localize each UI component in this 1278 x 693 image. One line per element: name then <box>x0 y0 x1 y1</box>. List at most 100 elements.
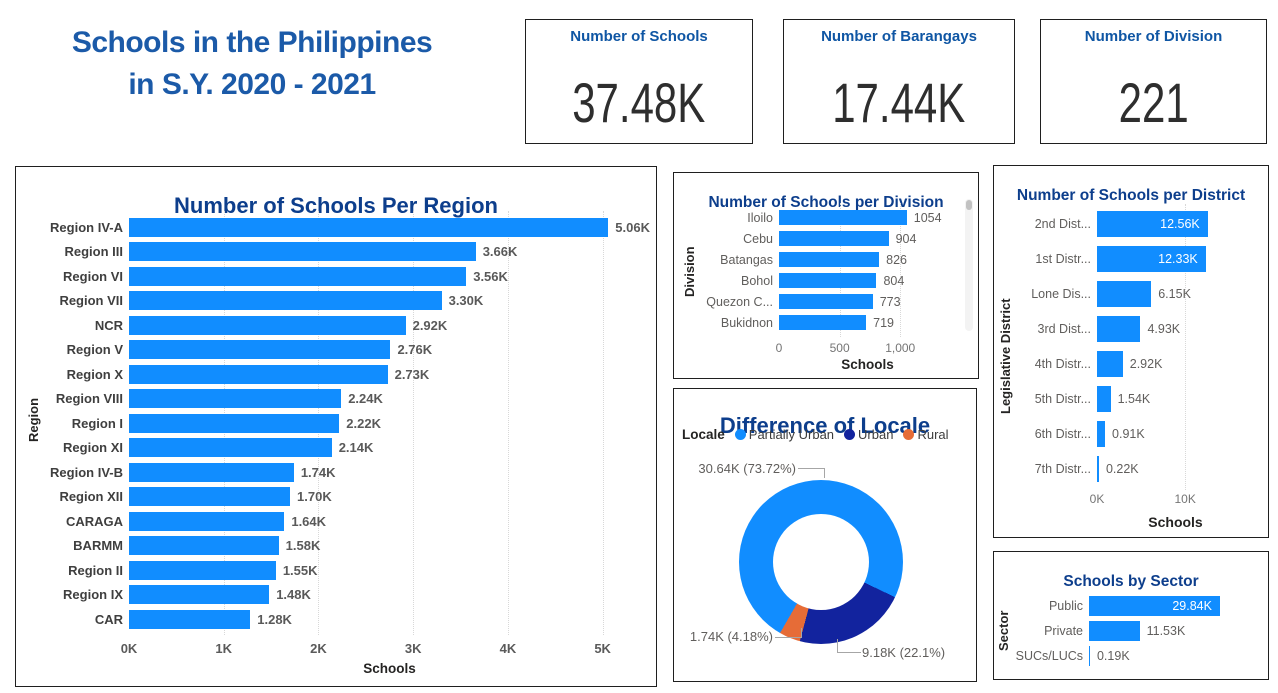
bar[interactable] <box>1097 280 1152 307</box>
bar[interactable] <box>129 266 467 286</box>
value-label: 3.66K <box>482 244 518 260</box>
x-axis-tick: 0K <box>120 641 138 656</box>
bar-track: 2.76K <box>129 340 650 360</box>
bar[interactable] <box>1089 645 1090 666</box>
bar[interactable] <box>129 438 332 458</box>
kpi-card-barangays: Number of Barangays 17.44K <box>783 19 1015 144</box>
bar[interactable] <box>129 315 406 335</box>
bar[interactable] <box>779 273 877 288</box>
bar-track: 2.14K <box>129 438 650 458</box>
bar[interactable] <box>129 389 342 409</box>
bar[interactable] <box>129 609 251 629</box>
kpi-label: Number of Barangays <box>821 28 977 45</box>
bar[interactable] <box>1097 315 1141 342</box>
bar-track: 12.56K <box>1097 210 1254 237</box>
legend-label: Rural <box>917 427 949 442</box>
bar[interactable] <box>779 294 873 309</box>
value-label: 6.15K <box>1158 286 1191 301</box>
bar[interactable] <box>129 536 279 556</box>
kpi-label: Number of Division <box>1084 28 1223 45</box>
bar[interactable] <box>129 487 291 507</box>
bar[interactable] <box>779 315 867 330</box>
x-axis-label: Schools <box>841 357 894 372</box>
bar[interactable] <box>129 560 276 580</box>
category-label: Region XI <box>63 440 123 456</box>
value-label: 0.19K <box>1096 648 1130 663</box>
legend-item-partially-urban[interactable]: Partially Urban <box>734 427 834 442</box>
bar-row: Region X 2.73K <box>22 362 650 387</box>
bar-row: Region V 2.76K <box>22 338 650 363</box>
bar[interactable] <box>129 242 476 262</box>
bar[interactable] <box>1097 385 1111 412</box>
bar[interactable] <box>129 462 294 482</box>
bar[interactable] <box>129 413 340 433</box>
value-label: 1.54K <box>1117 391 1151 406</box>
scrollbar-thumb[interactable] <box>966 200 972 210</box>
bar-track: 1.55K <box>129 560 650 580</box>
legend-item-rural[interactable]: Rural <box>903 427 949 442</box>
chart-schools-by-sector: Schools by Sector Sector Public 29.84K Pri… <box>993 551 1269 680</box>
bar-row: Cebu 904 <box>680 228 956 249</box>
category-label: Region IX <box>63 587 123 603</box>
dashboard-title-line1: Schools in the Philippines <box>71 26 433 59</box>
value-label: 2.92K <box>412 317 448 333</box>
bar[interactable] <box>129 511 285 531</box>
bar-row: Bohol 804 <box>680 270 956 291</box>
scrollbar-track[interactable] <box>965 199 973 331</box>
gridline <box>602 211 604 635</box>
bar[interactable] <box>129 340 391 360</box>
category-label: 1st Distr... <box>1035 251 1091 266</box>
value-label: 3.30K <box>448 293 484 309</box>
bar[interactable] <box>779 210 907 225</box>
bar[interactable]: 12.33K <box>1097 245 1206 272</box>
bar[interactable] <box>129 291 442 311</box>
category-label: Region X <box>66 366 123 382</box>
bar-row: Region XII 1.70K <box>22 485 650 510</box>
bar-rows: Public 29.84K Private 11.53K SUCs/LUCs 0.19K <box>1000 593 1254 668</box>
value-label: 2.73K <box>394 366 430 382</box>
bar[interactable] <box>779 231 889 246</box>
kpi-value-text: 221 <box>1118 71 1189 134</box>
value-label: 3.56K <box>473 268 508 284</box>
bar-row: CARAGA 1.64K <box>22 509 650 534</box>
x-axis-tick: 500 <box>829 341 850 355</box>
bar-track: 3.66K <box>129 242 650 262</box>
gridlines <box>779 203 956 337</box>
bar[interactable]: 12.56K <box>1097 210 1208 237</box>
gridlines <box>1097 204 1254 490</box>
legend: Locale Partially Urban Urban Rural <box>682 427 972 442</box>
locale-donut[interactable] <box>739 480 903 644</box>
bar-track: 1.74K <box>129 462 650 482</box>
bar[interactable]: 29.84K <box>1089 595 1220 616</box>
bar-row: Quezon C... 773 <box>680 291 956 312</box>
bar[interactable] <box>1097 455 1099 482</box>
gridline <box>900 203 902 337</box>
kpi-card-schools: Number of Schools 37.48K <box>525 19 753 144</box>
bar-row: Lone Dis... 6.15K <box>1000 276 1254 311</box>
bar[interactable] <box>1089 620 1140 641</box>
bar-row: 2nd Dist... 12.56K <box>1000 206 1254 241</box>
bar[interactable] <box>1097 350 1123 377</box>
bar[interactable] <box>1097 420 1106 447</box>
bar-row: Iloilo 1054 <box>680 207 956 228</box>
bar[interactable] <box>129 217 609 237</box>
chart-schools-per-district: Number of Schools per District Legislati… <box>993 165 1269 538</box>
bar-row: Region VIII 2.24K <box>22 387 650 412</box>
category-label: Public <box>1048 598 1083 613</box>
x-axis-tick: 0 <box>775 341 783 355</box>
bar[interactable] <box>129 364 388 384</box>
legend-item-urban[interactable]: Urban <box>844 427 893 442</box>
kpi-card-divisions: Number of Division 221 <box>1040 19 1267 144</box>
legend-dot-icon <box>903 429 915 440</box>
category-label: 2nd Dist... <box>1034 216 1091 231</box>
chart-difference-of-locale: Difference of Locale Locale Partially Ur… <box>673 388 977 682</box>
category-label: Bohol <box>741 273 773 288</box>
bar[interactable] <box>129 585 270 605</box>
bar-row: SUCs/LUCs 0.19K <box>1000 643 1254 668</box>
kpi-value: 17.44K <box>784 70 1014 135</box>
bar-row: CAR 1.28K <box>22 607 650 632</box>
category-label: Quezon C... <box>706 294 773 309</box>
bar-row: 3rd Dist... 4.93K <box>1000 311 1254 346</box>
value-label: 1.70K <box>297 489 332 505</box>
bar[interactable] <box>779 252 880 267</box>
